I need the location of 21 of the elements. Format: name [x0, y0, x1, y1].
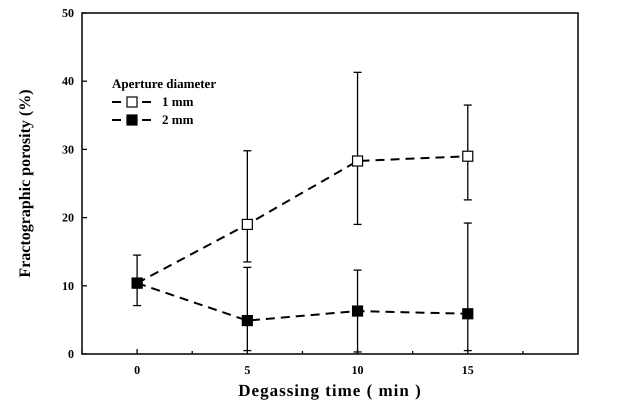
y-tick-label: 50 — [62, 6, 74, 20]
point — [462, 308, 474, 320]
point — [462, 150, 474, 162]
y-tick-label: 20 — [62, 210, 74, 225]
y-tick-label: 30 — [62, 142, 74, 156]
point — [352, 155, 364, 167]
y-axis-title: Fractographic porosity (%) — [17, 89, 34, 278]
point — [352, 305, 364, 317]
x-axis-title: Degassing time ( min ) — [238, 381, 422, 400]
legend-title: Aperture diameter — [112, 76, 216, 91]
legend-label: 2 mm — [162, 112, 194, 127]
point — [242, 314, 253, 326]
x-tick-label: 10 — [352, 363, 364, 377]
legend-label: 1 mm — [162, 94, 194, 109]
x-tick-label: 0 — [134, 363, 140, 377]
y-tick-label: 40 — [62, 74, 74, 88]
x-tick-label: 15 — [462, 363, 474, 377]
y-tick-label: 0 — [68, 347, 74, 361]
point — [242, 218, 253, 230]
y-tick-label: 10 — [62, 278, 74, 293]
x-tick-label: 5 — [244, 363, 250, 377]
